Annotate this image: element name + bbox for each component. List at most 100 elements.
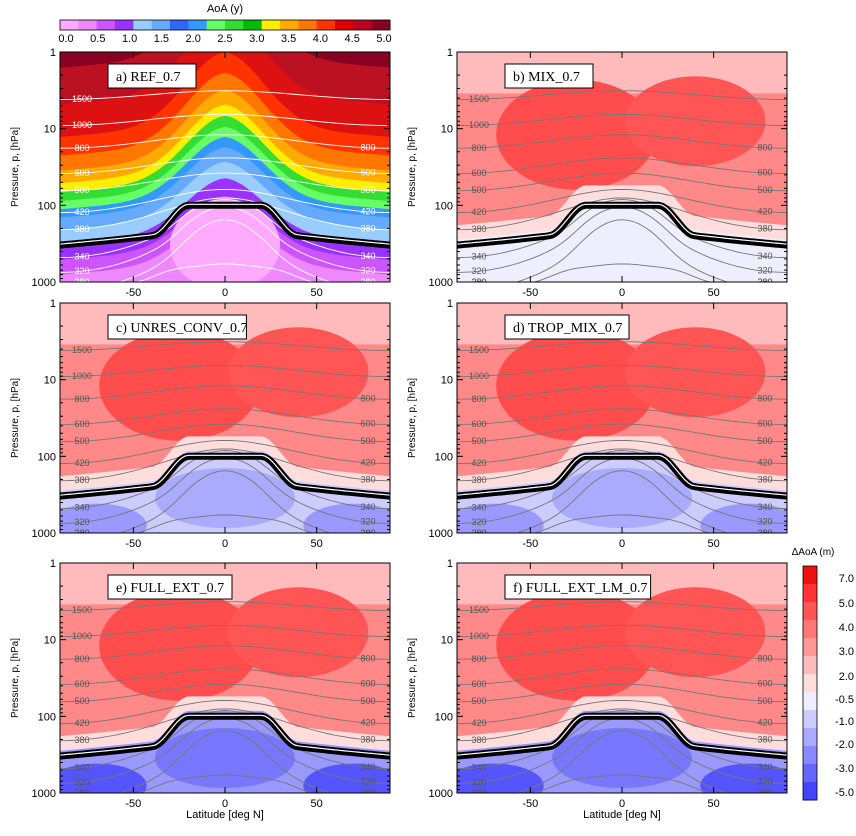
contour-label: 600 bbox=[757, 679, 772, 689]
contour-label: 600 bbox=[74, 419, 89, 429]
x-axis-label: Latitude [deg N] bbox=[186, 809, 264, 821]
contour-label: 500 bbox=[471, 696, 486, 706]
tropopause-inner bbox=[457, 714, 787, 756]
theta-contour bbox=[457, 470, 787, 533]
colorbar-swatch bbox=[298, 20, 318, 30]
colorbar-swatch bbox=[803, 710, 817, 729]
colorbar-tick-label: 3.5 bbox=[281, 33, 296, 45]
colorbar-tick-label: -5.0 bbox=[835, 787, 854, 799]
tropopause-inner bbox=[457, 203, 787, 245]
contour-label: 800 bbox=[74, 394, 89, 404]
contour-label: 340 bbox=[360, 251, 375, 261]
x-tick-label: 50 bbox=[708, 287, 720, 299]
colorbar-swatch bbox=[803, 638, 817, 657]
colorbar-swatch bbox=[803, 746, 817, 765]
y-tick-label: 1000 bbox=[429, 277, 453, 289]
theta-contour bbox=[60, 172, 390, 192]
max-anomaly bbox=[625, 587, 766, 678]
theta-contour bbox=[457, 263, 787, 282]
y-axis-label: Pressure, p, [hPa] bbox=[10, 638, 21, 718]
contour-label: 420 bbox=[360, 457, 375, 467]
trop-anomaly bbox=[303, 503, 390, 533]
colorbar-swatch bbox=[206, 20, 226, 30]
colorbar-swatch bbox=[188, 20, 208, 30]
y-tick-label: 10 bbox=[44, 375, 56, 387]
theta-contour bbox=[457, 601, 787, 611]
trop-anomaly bbox=[700, 763, 787, 793]
colorbar-swatch bbox=[803, 602, 817, 621]
max-anomaly bbox=[625, 76, 766, 167]
colorbar-tick-label: 5.0 bbox=[376, 33, 391, 45]
contour-label: 300 bbox=[471, 528, 486, 538]
contour-label: 340 bbox=[74, 251, 89, 261]
contour-label: 300 bbox=[74, 277, 89, 287]
y-tick-label: 10 bbox=[441, 635, 453, 647]
contour-label: 380 bbox=[471, 224, 486, 234]
max-anomaly bbox=[625, 327, 766, 418]
contour-label: 420 bbox=[74, 207, 89, 217]
contour-label: 280 bbox=[757, 528, 772, 538]
colorbar-swatch bbox=[60, 20, 79, 30]
contour-label: 320 bbox=[471, 266, 486, 276]
y-axis-label: Pressure, p, [hPa] bbox=[407, 378, 418, 458]
panel-title: e) FULL_EXT_0.7 bbox=[116, 581, 224, 596]
colorbar-tick-label: 5.0 bbox=[839, 598, 854, 610]
contour-label: 300 bbox=[757, 277, 772, 287]
theta-contour bbox=[457, 668, 787, 685]
y-tick-label: 100 bbox=[435, 200, 453, 212]
contour-label: 1000 bbox=[469, 631, 489, 641]
contour-label: 420 bbox=[74, 458, 89, 468]
contour-label: 300 bbox=[757, 788, 772, 798]
colorbar-tick-label: 7.0 bbox=[839, 573, 854, 585]
y-tick-label: 1 bbox=[50, 47, 56, 59]
trop-anomaly bbox=[457, 503, 544, 533]
contour-label: 340 bbox=[74, 762, 89, 772]
contour-label: 280 bbox=[360, 277, 375, 287]
contour-label: 500 bbox=[757, 696, 772, 706]
panel-field: 1500 1000 800 800 600 600 500 500 420 420 380 380 34… bbox=[457, 563, 787, 798]
contour-label: 800 bbox=[360, 393, 375, 403]
colorbar-tick-label: 1.0 bbox=[122, 33, 137, 45]
contour-label: 1500 bbox=[72, 345, 92, 355]
max-anomaly bbox=[496, 590, 657, 701]
theta-contour bbox=[457, 730, 787, 793]
contour-label: 500 bbox=[757, 436, 772, 446]
colorbar-tick-label: 4.0 bbox=[839, 622, 854, 634]
colorbar-swatch bbox=[803, 620, 817, 639]
contour-label: 600 bbox=[360, 168, 375, 178]
max-anomaly bbox=[99, 330, 260, 441]
contour-label: 300 bbox=[360, 788, 375, 798]
colorbar-title: AoA (y) bbox=[207, 3, 243, 15]
contour-label: 800 bbox=[757, 653, 772, 663]
y-tick-label: 1000 bbox=[429, 528, 453, 540]
contour-label: 420 bbox=[471, 458, 486, 468]
colorbar-swatch bbox=[803, 566, 817, 585]
colorbar-frame bbox=[802, 565, 818, 801]
theta-contour bbox=[457, 172, 787, 192]
contour-label: 420 bbox=[471, 718, 486, 728]
theta-contour bbox=[60, 601, 390, 611]
theta-contour bbox=[457, 699, 787, 724]
colorbar-swatch bbox=[371, 20, 391, 30]
theta-contour bbox=[457, 439, 787, 464]
aoa-core bbox=[170, 200, 280, 282]
colorbar-swatch bbox=[78, 20, 98, 30]
x-tick-label: 0 bbox=[222, 287, 228, 299]
contour-label: 1500 bbox=[469, 605, 489, 615]
panel-title: a) REF_0.7 bbox=[116, 70, 181, 85]
colorbar-swatch bbox=[803, 584, 817, 603]
y-axis-label: Pressure, p, [hPa] bbox=[10, 378, 21, 458]
contour-label: 340 bbox=[471, 251, 486, 261]
theta-contour bbox=[457, 197, 787, 231]
contour-label: 600 bbox=[74, 679, 89, 689]
panel-field: 1500 1000 800 800 600 600 500 500 420 420 380 380 34… bbox=[457, 52, 787, 287]
colorbar-tick-label: 2.5 bbox=[217, 33, 232, 45]
theta-contour bbox=[60, 341, 390, 351]
contour-label: 500 bbox=[471, 436, 486, 446]
tropopause-line bbox=[60, 712, 390, 760]
contour-label: 500 bbox=[471, 185, 486, 195]
y-tick-label: 1 bbox=[447, 558, 453, 570]
contour-label: 300 bbox=[74, 528, 89, 538]
colorbar-swatch bbox=[170, 20, 189, 30]
